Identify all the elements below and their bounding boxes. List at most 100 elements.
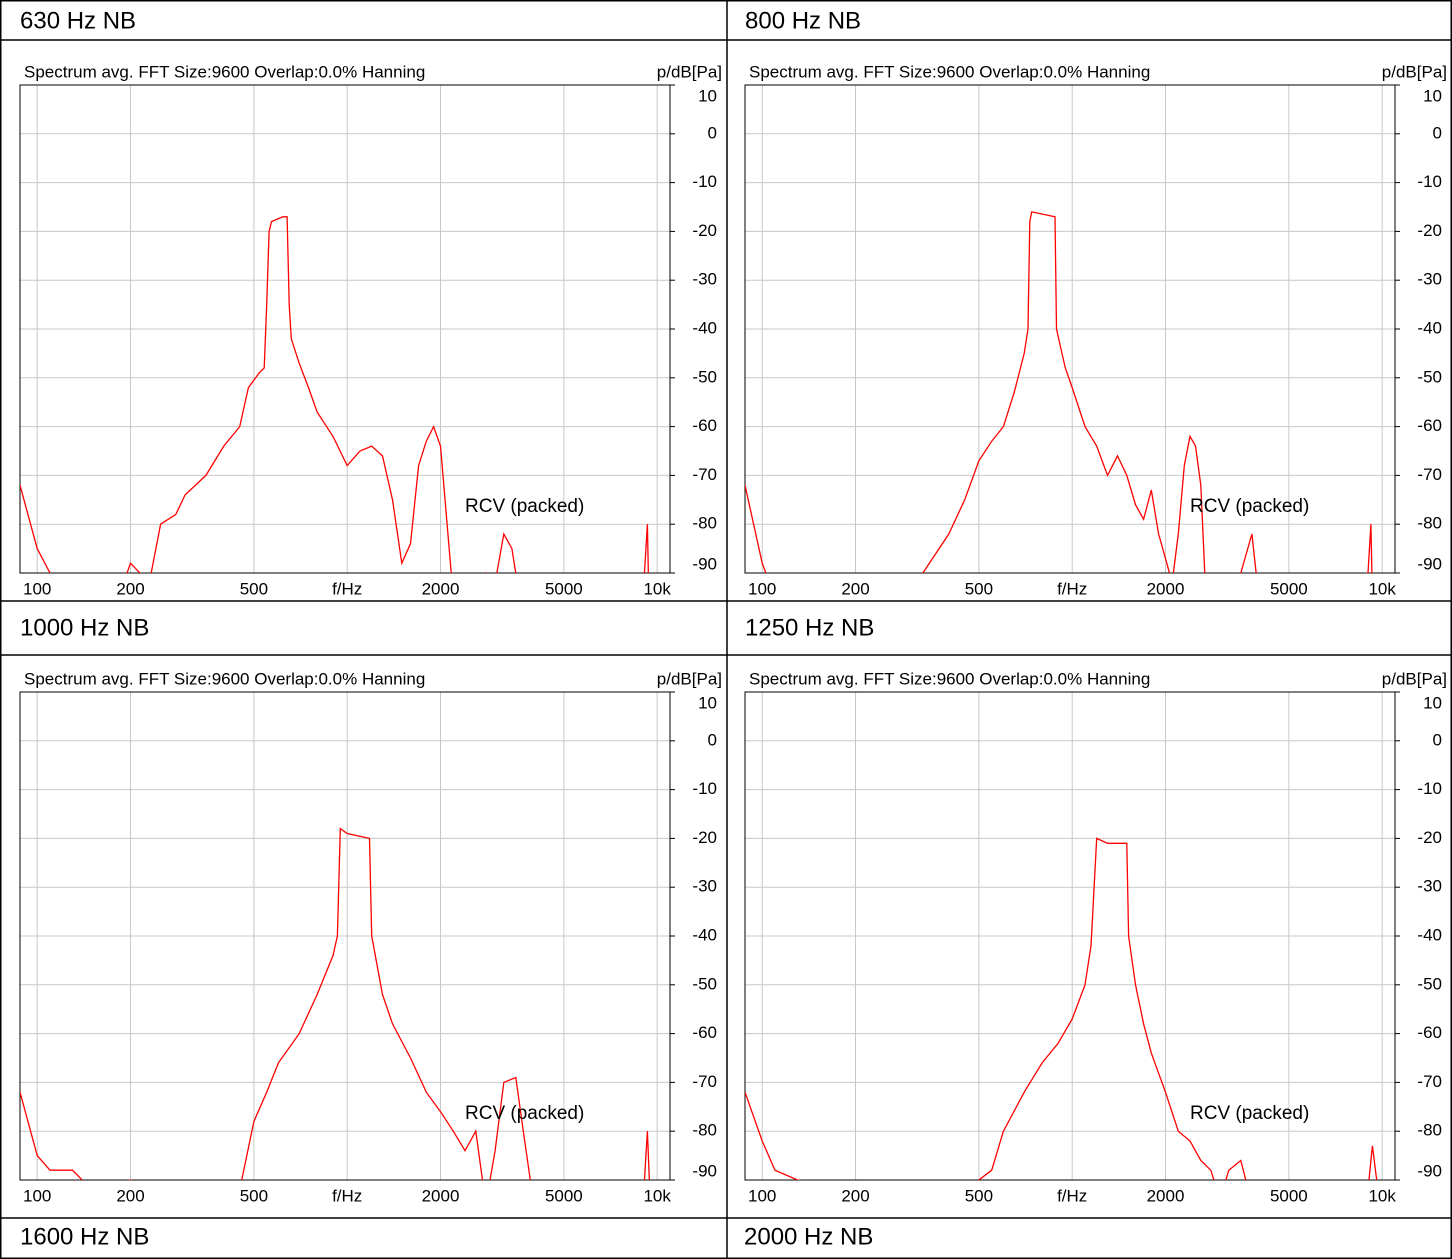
y-tick-label: -80 <box>1417 1121 1442 1140</box>
y-tick-label: -50 <box>692 367 717 386</box>
x-tick-label: 500 <box>965 1186 993 1205</box>
x-tick-label: 500 <box>240 579 268 598</box>
y-tick-label: -10 <box>692 172 717 191</box>
y-tick-label: -90 <box>692 1161 717 1180</box>
y-tick-label: 0 <box>1433 123 1442 142</box>
x-tick-label: 5000 <box>1270 579 1308 598</box>
y-tick-label: -40 <box>1417 318 1442 337</box>
spectrum-line <box>745 211 1373 573</box>
x-tick-label: 2000 <box>1147 1186 1185 1205</box>
y-tick-label: -40 <box>1417 925 1442 944</box>
x-tick-label: 100 <box>23 579 51 598</box>
footer-label: 2000 Hz NB <box>744 1223 873 1250</box>
plot-frame <box>19 691 671 1181</box>
y-tick-label: -30 <box>692 877 717 896</box>
x-tick-label: 200 <box>841 579 869 598</box>
y-axis-label: p/dB[Pa] <box>657 669 722 688</box>
annotation: RCV (packed) <box>465 496 584 517</box>
y-tick-label: -70 <box>692 465 717 484</box>
y-tick-label: 0 <box>708 730 717 749</box>
chart-subtitle: Spectrum avg. FFT Size:9600 Overlap:0.0%… <box>24 62 425 81</box>
x-tick-label: 10k <box>1368 579 1396 598</box>
y-tick-label: -60 <box>1417 1023 1442 1042</box>
chart: 630 Hz NB Spectrum avg. FFT Size:9600 Ove… <box>19 7 722 598</box>
annotation: RCV (packed) <box>465 1103 584 1124</box>
spectrum-line <box>20 216 649 573</box>
x-tick-label: 200 <box>116 1186 144 1205</box>
y-tick-label: -80 <box>1417 514 1442 533</box>
spectrum-line <box>20 827 650 1180</box>
y-tick-label: -30 <box>1417 877 1442 896</box>
x-tick-label: f/Hz <box>1057 579 1087 598</box>
spectrum-line <box>745 837 1378 1180</box>
y-tick-label: 10 <box>698 693 717 712</box>
y-tick-label: 0 <box>1433 730 1442 749</box>
x-tick-label: 5000 <box>545 579 583 598</box>
x-tick-label: 500 <box>240 1186 268 1205</box>
x-tick-label: 2000 <box>422 579 460 598</box>
x-tick-label: 10k <box>643 1186 671 1205</box>
y-tick-label: -60 <box>1417 416 1442 435</box>
y-tick-label: -10 <box>1417 779 1442 798</box>
annotation: RCV (packed) <box>1190 496 1309 517</box>
y-tick-label: -70 <box>1417 465 1442 484</box>
annotation: RCV (packed) <box>1190 1103 1309 1124</box>
x-tick-label: 200 <box>841 1186 869 1205</box>
y-tick-label: -80 <box>692 1121 717 1140</box>
x-tick-label: 2000 <box>422 1186 460 1205</box>
x-tick-label: 100 <box>748 579 776 598</box>
panel-title: 800 Hz NB <box>745 7 861 34</box>
y-tick-label: -70 <box>692 1072 717 1091</box>
y-tick-label: 10 <box>1423 86 1442 105</box>
x-tick-label: 10k <box>1368 1186 1396 1205</box>
y-axis-label: p/dB[Pa] <box>1382 62 1447 81</box>
y-tick-label: -20 <box>1417 221 1442 240</box>
x-tick-label: f/Hz <box>1057 1186 1087 1205</box>
plot-frame <box>744 84 1396 574</box>
x-tick-label: 2000 <box>1147 579 1185 598</box>
x-tick-label: f/Hz <box>332 1186 362 1205</box>
y-tick-label: -90 <box>1417 1161 1442 1180</box>
chart-subtitle: Spectrum avg. FFT Size:9600 Overlap:0.0%… <box>24 669 425 688</box>
x-tick-label: 200 <box>116 579 144 598</box>
x-tick-label: f/Hz <box>332 579 362 598</box>
y-tick-label: -50 <box>1417 974 1442 993</box>
y-tick-label: -90 <box>1417 554 1442 573</box>
y-tick-label: 10 <box>1423 693 1442 712</box>
y-tick-label: 10 <box>698 86 717 105</box>
chart-subtitle: Spectrum avg. FFT Size:9600 Overlap:0.0%… <box>749 669 1150 688</box>
y-axis-label: p/dB[Pa] <box>1382 669 1447 688</box>
x-tick-label: 500 <box>965 579 993 598</box>
y-tick-label: -20 <box>1417 828 1442 847</box>
y-tick-label: -20 <box>692 828 717 847</box>
y-tick-label: -30 <box>1417 270 1442 289</box>
footer-label: 1600 Hz NB <box>20 1223 149 1250</box>
x-tick-label: 100 <box>748 1186 776 1205</box>
plot-frame <box>19 84 671 574</box>
y-tick-label: -80 <box>692 514 717 533</box>
x-tick-label: 10k <box>643 579 671 598</box>
y-tick-label: -50 <box>1417 367 1442 386</box>
y-tick-label: -30 <box>692 270 717 289</box>
y-tick-label: -10 <box>692 779 717 798</box>
y-tick-label: -70 <box>1417 1072 1442 1091</box>
x-tick-label: 100 <box>23 1186 51 1205</box>
y-axis-label: p/dB[Pa] <box>657 62 722 81</box>
y-tick-label: -50 <box>692 974 717 993</box>
chart: 1250 Hz NB Spectrum avg. FFT Size:9600 Ov… <box>744 614 1447 1205</box>
y-tick-label: -90 <box>692 554 717 573</box>
y-tick-label: 0 <box>708 123 717 142</box>
chart: 800 Hz NB Spectrum avg. FFT Size:9600 Ove… <box>744 7 1447 598</box>
chart-subtitle: Spectrum avg. FFT Size:9600 Overlap:0.0%… <box>749 62 1150 81</box>
y-tick-label: -10 <box>1417 172 1442 191</box>
x-tick-label: 5000 <box>545 1186 583 1205</box>
panel-title: 630 Hz NB <box>20 7 136 34</box>
y-tick-label: -60 <box>692 1023 717 1042</box>
y-tick-label: -40 <box>692 925 717 944</box>
y-tick-label: -20 <box>692 221 717 240</box>
panel-title: 1000 Hz NB <box>20 614 149 641</box>
y-tick-label: -60 <box>692 416 717 435</box>
x-tick-label: 5000 <box>1270 1186 1308 1205</box>
plot-frame <box>744 691 1396 1181</box>
